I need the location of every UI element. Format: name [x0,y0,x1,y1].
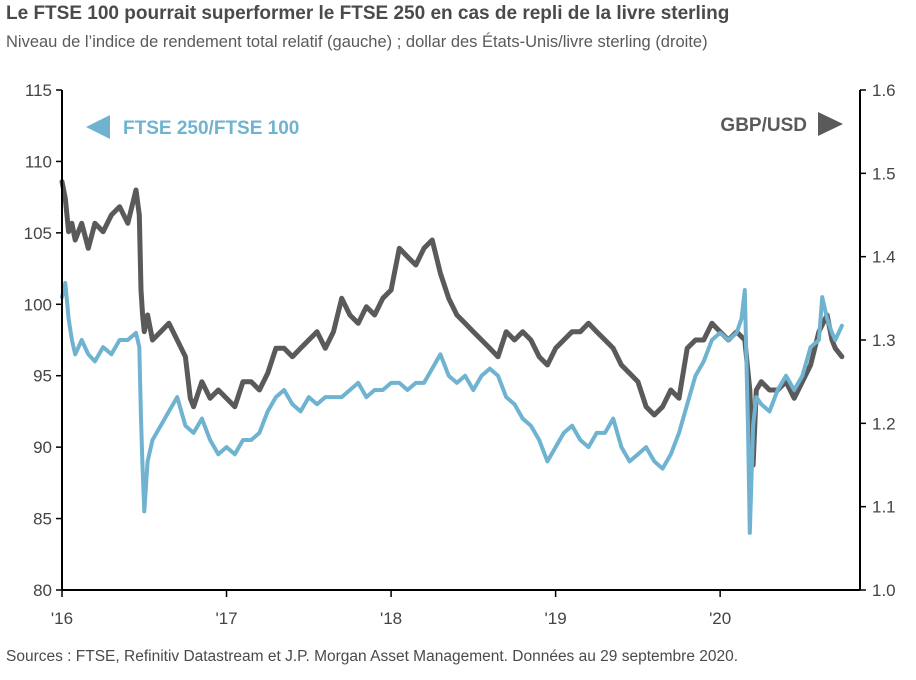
right-tick-label: 1.4 [872,248,896,267]
x-tick-label: '16 [51,609,73,628]
legend-label-gbpusd: GBP/USD [720,115,807,136]
dual-axis-line-chart: 115 110 105 100 95 90 85 80 1.6 1.5 1.4 1.3 1.2 1.1 1.… [24,81,896,628]
left-tick-label: 110 [25,152,52,171]
x-tick-label: '17 [215,609,237,628]
right-tick-label: 1.3 [872,331,896,350]
right-tick-label: 1.5 [872,164,896,183]
x-tick-label: '19 [545,609,567,628]
chart-title: Le FTSE 100 pourrait superformer le FTSE… [6,3,730,24]
right-tick-label: 1.2 [872,414,896,433]
left-tick-label: 115 [25,81,52,100]
right-tick-label: 1.1 [872,498,896,517]
series-layer [59,179,845,535]
right-tick-label: 1.0 [872,581,896,600]
left-tick-label: 105 [24,224,52,243]
series-line-ftse-ratio [60,280,844,535]
left-tick-label: 80 [33,581,52,600]
left-tick-label: 100 [24,295,52,314]
x-tick-label: '20 [709,609,731,628]
legend: FTSE 250/FTSE 100 GBP/USD [86,112,843,139]
series-line-gbpusd [59,179,845,468]
x-tick-label: '18 [380,609,402,628]
left-tick-label: 95 [33,367,52,386]
left-tick-label: 90 [33,438,52,457]
legend-left-arrow-icon [86,115,110,139]
legend-right-arrow-icon [818,112,843,136]
legend-label-ftse-ratio: FTSE 250/FTSE 100 [123,118,299,139]
chart-subtitle: Niveau de l’indice de rendement total re… [6,33,708,51]
right-tick-label: 1.6 [872,81,896,100]
axes-layer: 115 110 105 100 95 90 85 80 1.6 1.5 1.4 1.3 1.2 1.1 1.… [24,81,896,628]
left-tick-label: 85 [33,510,52,529]
source-note: Sources : FTSE, Refinitiv Datastream et … [6,648,739,665]
